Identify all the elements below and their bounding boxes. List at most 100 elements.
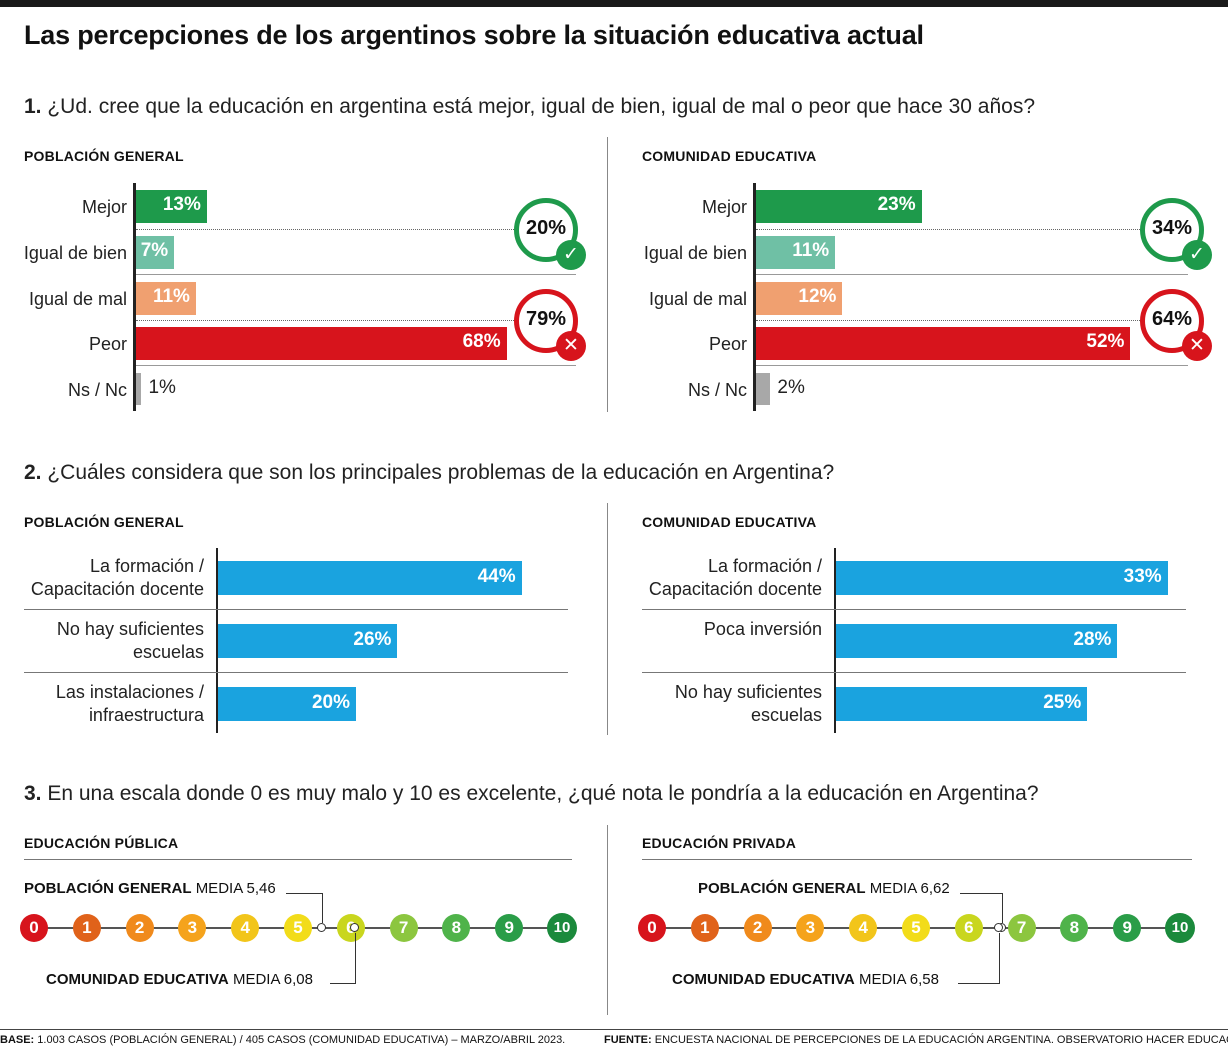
- q3-left-top-marker: [317, 923, 327, 932]
- q1-right-bar: [756, 190, 922, 223]
- q3-right-scale-node: 8: [1060, 914, 1089, 942]
- q1-left-value: 68%: [462, 331, 501, 352]
- q2-right-sep: [642, 609, 1186, 610]
- q3-left-scale-node: 8: [442, 914, 471, 942]
- top-rule: [0, 0, 1228, 7]
- q2-left-sep: [24, 609, 568, 610]
- q2-right-value: 25%: [1043, 692, 1082, 713]
- q3-left-top-label: POBLACIÓN GENERAL MEDIA 5,46: [24, 880, 276, 897]
- q3-right-top-media: MEDIA 6,62: [869, 880, 950, 897]
- q2-left-label-line1: No hay suficientes: [56, 619, 204, 639]
- q3-right-scale-node: 2: [743, 914, 772, 942]
- footer-base: BASE: 1.003 CASOS (POBLACIÓN GENERAL) / …: [0, 1034, 565, 1046]
- q1-right-dotted-sep: [756, 229, 1188, 230]
- q1-left-bar: [136, 190, 207, 223]
- q3-left-bottom-media: MEDIA 6,08: [232, 971, 313, 988]
- cross-icon: ✕: [1182, 331, 1212, 361]
- q1-right-sep: [756, 274, 1188, 275]
- q3-left-top-media: MEDIA 5,46: [195, 880, 276, 897]
- q2-left-label-line2: infraestructura: [88, 705, 204, 725]
- q3-divider: [607, 825, 608, 1015]
- q2-left-label: No hay suficientes escuelas: [57, 618, 204, 664]
- q1-left-label: Mejor: [81, 197, 127, 217]
- q3-right-scale-node: 10: [1165, 913, 1195, 943]
- q1-left-bar: [136, 282, 196, 315]
- question-3-text: En una escala donde 0 es muy malo y 10 e…: [47, 782, 1039, 805]
- q2-right-value: 28%: [1073, 629, 1112, 650]
- q2-divider: [607, 503, 608, 735]
- q1-right-label: Ns / Nc: [687, 380, 747, 400]
- q2-right-label-line1: No hay suficientes: [674, 682, 822, 702]
- question-3-number: 3.: [24, 782, 42, 805]
- q1-left-label: Ns / Nc: [67, 380, 127, 400]
- q1-left-label: Peor: [88, 334, 127, 354]
- q2-left-bar: [218, 561, 522, 595]
- q1-right-negative-total: 64%: [1151, 308, 1193, 330]
- q1-left-value: 11%: [152, 286, 190, 307]
- q3-right-scale-node: 3: [796, 914, 825, 942]
- q3-left-scale-node: 5: [284, 914, 312, 942]
- q2-right-sep: [642, 672, 1186, 673]
- q1-right-label: Peor: [708, 334, 747, 354]
- q1-left-sep: [136, 274, 576, 275]
- q1-right-value: 2%: [777, 377, 805, 398]
- question-3: 3. En una escala donde 0 es muy malo y 1…: [24, 782, 1039, 806]
- q1-left-label: Igual de mal: [28, 289, 127, 309]
- q1-left-axis: [133, 183, 136, 411]
- q2-right-bar: [836, 624, 1118, 658]
- q2-left-sep: [24, 672, 568, 673]
- q3-right-scale-node: 1: [690, 914, 719, 942]
- question-1-text: ¿Ud. cree que la educación en argentina …: [47, 95, 1036, 118]
- q3-left-scale-node: 4: [231, 914, 260, 942]
- q2-right-label-line1: La formación /: [707, 556, 822, 576]
- q1-right-value: 12%: [798, 286, 837, 307]
- q2-left-heading: POBLACIÓN GENERAL: [24, 514, 184, 530]
- q2-right-value: 33%: [1123, 566, 1162, 587]
- q2-left-value: 26%: [353, 629, 392, 650]
- q3-right-scale-node: 0: [638, 914, 666, 942]
- q1-right-dotted-sep: [756, 320, 1188, 321]
- q1-right-label: Igual de bien: [643, 243, 747, 263]
- q1-right-heading: COMUNIDAD EDUCATIVA: [642, 148, 817, 164]
- footer-rule: [0, 1029, 1228, 1030]
- q1-left-positive-total: 20%: [525, 217, 567, 239]
- q3-left-heading: EDUCACIÓN PÚBLICA: [24, 835, 179, 851]
- q3-left-scale-node: 1: [72, 914, 101, 942]
- q1-left-negative-circle: 79%: [514, 289, 578, 353]
- q1-right-bar: [756, 282, 843, 315]
- q3-right-scale-node: 7: [1007, 914, 1036, 942]
- q3-right-scale-node: 9: [1113, 914, 1142, 942]
- q3-left-scale-node: 10: [547, 913, 577, 943]
- q3-right-bottom-connector: [958, 933, 1001, 984]
- q2-left-label-line2: Capacitación docente: [30, 579, 204, 599]
- q3-left-bottom-label: COMUNIDAD EDUCATIVA MEDIA 6,08: [46, 971, 313, 988]
- q3-right-scale-node: 6: [954, 914, 983, 942]
- check-icon: ✓: [1182, 240, 1212, 270]
- q2-left-axis: [216, 548, 218, 733]
- q2-right-bar: [836, 561, 1168, 595]
- footer-base-text: 1.003 CASOS (POBLACIÓN GENERAL) / 405 CA…: [37, 1034, 566, 1046]
- question-2: 2. ¿Cuáles considera que son los princip…: [24, 461, 834, 485]
- q3-right-heading: EDUCACIÓN PRIVADA: [642, 835, 797, 851]
- q2-right-label-line2: escuelas: [750, 705, 822, 725]
- footer-source-text: ENCUESTA NACIONAL DE PERCEPCIONES DE LA …: [654, 1034, 1228, 1046]
- q2-left-label-line2: escuelas: [132, 642, 204, 662]
- footer-source: FUENTE: ENCUESTA NACIONAL DE PERCEPCIONE…: [604, 1034, 1228, 1046]
- page-title: Las percepciones de los argentinos sobre…: [24, 20, 924, 50]
- q1-left-value: 1%: [148, 377, 176, 398]
- q1-left-value: 13%: [162, 194, 201, 215]
- q1-left-negative-total: 79%: [525, 308, 567, 330]
- q3-left-scale-node: 0: [20, 914, 48, 942]
- q2-right-heading: COMUNIDAD EDUCATIVA: [642, 514, 817, 530]
- q1-right-bar: [756, 327, 1131, 360]
- q3-left-bottom-marker: [350, 923, 360, 932]
- cross-icon: ✕: [556, 331, 586, 361]
- q1-right-axis: [753, 183, 756, 411]
- question-1-number: 1.: [24, 95, 42, 118]
- check-icon: ✓: [556, 240, 586, 270]
- q1-left-bar: [136, 373, 142, 405]
- q1-right-sep: [756, 365, 1188, 366]
- q1-left-bar: [136, 327, 507, 360]
- q2-right-label: La formación / Capacitación docente: [649, 555, 822, 601]
- q1-left-heading: POBLACIÓN GENERAL: [24, 148, 184, 164]
